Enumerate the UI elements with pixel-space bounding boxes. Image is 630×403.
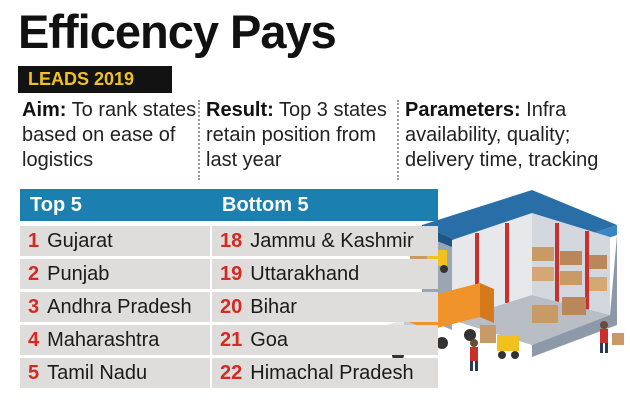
bottom-state: Bihar	[250, 296, 297, 318]
top-state: Gujarat	[47, 230, 113, 252]
result-text: Top 3 states retain position from last y…	[206, 99, 387, 171]
top-state: Maharashtra	[47, 329, 160, 351]
parameters-block: Parameters: Infra availability, quality;…	[405, 98, 630, 173]
row-divider	[210, 325, 212, 355]
warehouse-illustration	[386, 190, 624, 371]
top-rank: 4	[28, 329, 40, 351]
aim-heading: Aim:	[22, 99, 67, 121]
bottom-state: Himachal Pradesh	[250, 362, 414, 384]
top-rank: 5	[28, 362, 40, 384]
bottom-rank: 19	[220, 263, 243, 285]
row-divider	[210, 226, 212, 256]
top-state: Andhra Pradesh	[47, 296, 192, 318]
top-rank: 1	[28, 230, 40, 252]
page-title: Efficency Pays	[18, 5, 337, 58]
bottom-state: Jammu & Kashmir	[250, 230, 414, 252]
top-rank: 3	[28, 296, 40, 318]
result-heading: Result:	[206, 99, 274, 121]
bottom-state: Uttarakhand	[250, 263, 360, 285]
bottom-state: Goa	[250, 329, 289, 351]
divider-2	[397, 100, 399, 180]
top-state: Punjab	[47, 263, 110, 285]
bottom-rank: 20	[220, 296, 243, 318]
row-divider	[210, 292, 212, 322]
table-row: 2 Punjab 19 Uttarakhand	[20, 259, 438, 289]
rank-table: Top 5 Bottom 5 1 Gujarat 18 Jammu & Kashmi…	[20, 189, 438, 389]
parameters-heading: Parameters:	[405, 99, 521, 121]
table-row: 4 Maharashtra 21 Goa	[20, 325, 438, 355]
top-5-header: Top 5	[30, 194, 82, 216]
table-row: 5 Tamil Nadu 22 Himachal Pradesh	[20, 358, 438, 388]
aim-text: To rank states based on ease of logistic…	[22, 99, 197, 171]
aim-block: Aim: To rank states based on ease of log…	[22, 98, 197, 173]
bottom-rank: 18	[220, 230, 243, 252]
table-header: Top 5 Bottom 5	[20, 189, 438, 221]
leads-badge: LEADS 2019	[18, 66, 172, 93]
row-divider	[210, 358, 212, 388]
table-row: 3 Andhra Pradesh 20 Bihar	[20, 292, 438, 322]
top-state: Tamil Nadu	[47, 362, 148, 384]
bottom-5-header: Bottom 5	[222, 194, 309, 216]
bottom-rank: 22	[220, 362, 243, 384]
bottom-rank: 21	[220, 329, 243, 351]
parameters-text: Infra availability, quality; delivery ti…	[405, 99, 599, 171]
result-block: Result: Top 3 states retain position fro…	[206, 98, 396, 173]
row-divider	[210, 259, 212, 289]
top-rank: 2	[28, 263, 40, 285]
table-row: 1 Gujarat 18 Jammu & Kashmir	[20, 226, 438, 256]
divider-1	[198, 100, 200, 180]
